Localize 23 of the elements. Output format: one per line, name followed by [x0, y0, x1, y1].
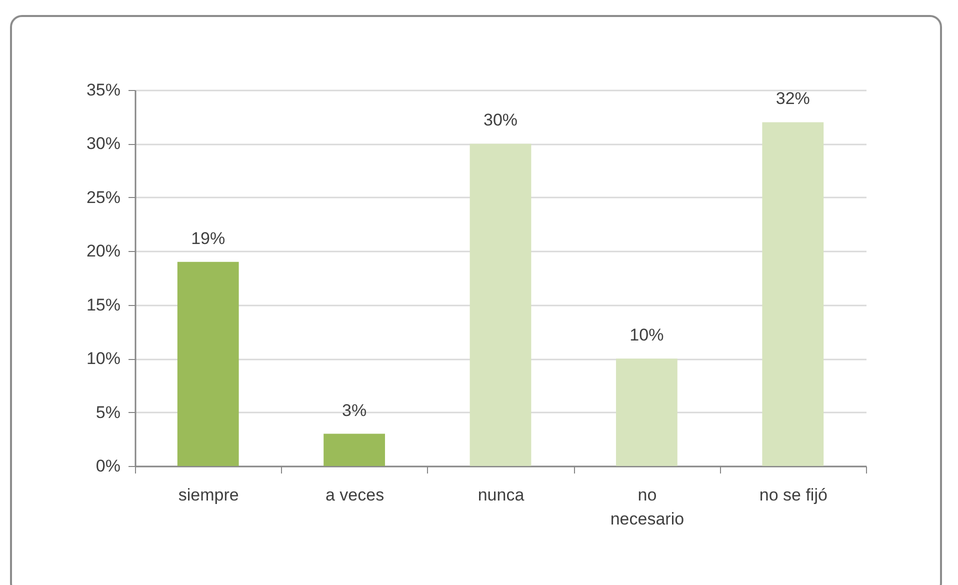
x-tick-label: a veces [326, 486, 384, 504]
data-label: 10% [630, 326, 664, 345]
data-label: 30% [483, 110, 518, 130]
bar [616, 358, 678, 466]
x-tick-label: nunca [478, 486, 525, 504]
y-tick-label: 35% [86, 80, 120, 100]
y-tick-label: 25% [86, 188, 120, 207]
bar [324, 434, 385, 466]
y-tick-label: 30% [86, 134, 120, 154]
data-label: 19% [191, 228, 226, 248]
y-tick-label: 5% [96, 402, 120, 422]
bar [177, 262, 239, 466]
data-label: 3% [342, 400, 367, 420]
y-tick-label: 20% [86, 242, 120, 261]
bar [762, 122, 824, 466]
y-tick-label: 15% [86, 295, 120, 314]
x-tick-label: siempre [178, 486, 239, 504]
y-tick-label: 0% [96, 456, 120, 476]
bar [470, 144, 532, 466]
x-tick-label: no se fijó [759, 486, 828, 504]
x-tick-label: no necesario [610, 486, 684, 528]
y-tick-label: 10% [86, 349, 120, 368]
data-label: 32% [776, 89, 810, 108]
